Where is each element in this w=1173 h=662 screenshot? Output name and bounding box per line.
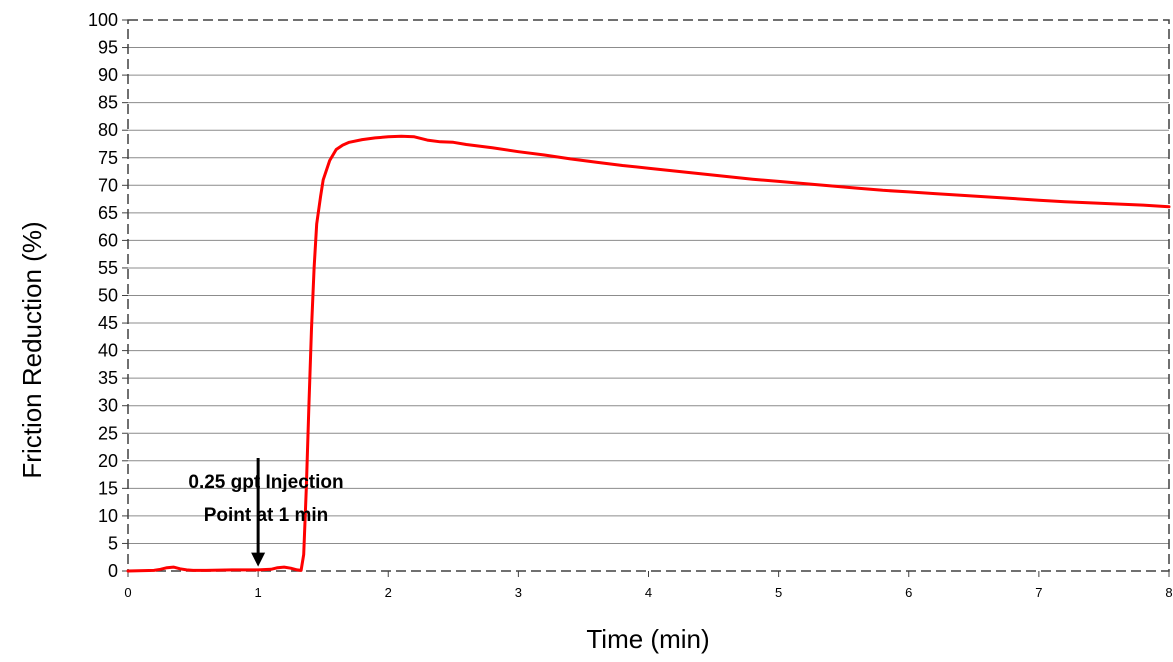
annotation-line-1: 0.25 gpt Injection bbox=[188, 472, 343, 493]
x-tick-label: 7 bbox=[1035, 585, 1042, 600]
y-tick-label: 40 bbox=[98, 341, 118, 361]
y-tick-label: 35 bbox=[98, 368, 118, 388]
y-tick-label: 55 bbox=[98, 258, 118, 278]
y-tick-label: 0 bbox=[108, 561, 118, 581]
y-axis-title: Friction Reduction (%) bbox=[17, 221, 47, 478]
y-tick-label: 10 bbox=[98, 506, 118, 526]
x-axis-ticks: 0 1 2 3 4 5 6 7 8 bbox=[124, 571, 1173, 600]
y-tick-label: 70 bbox=[98, 175, 118, 195]
x-tick-label: 0 bbox=[124, 585, 131, 600]
x-tick-label: 3 bbox=[515, 585, 522, 600]
x-tick-label: 8 bbox=[1165, 585, 1172, 600]
y-tick-label: 50 bbox=[98, 286, 118, 306]
gridlines bbox=[128, 47, 1169, 544]
y-tick-label: 30 bbox=[98, 396, 118, 416]
annotation-arrowhead bbox=[251, 552, 266, 567]
y-tick-label: 75 bbox=[98, 148, 118, 168]
x-tick-label: 1 bbox=[255, 585, 262, 600]
y-tick-label: 20 bbox=[98, 451, 118, 471]
y-tick-label: 80 bbox=[98, 120, 118, 140]
y-tick-label: 5 bbox=[108, 533, 118, 553]
x-axis-title: Time (min) bbox=[586, 624, 709, 654]
x-tick-label: 5 bbox=[775, 585, 782, 600]
y-tick-label: 15 bbox=[98, 478, 118, 498]
annotation-line-2: Point at 1 min bbox=[204, 505, 329, 526]
y-tick-label: 95 bbox=[98, 38, 118, 58]
x-tick-label: 6 bbox=[905, 585, 912, 600]
y-axis-ticks: 0 5 10 15 20 25 30 35 40 45 50 55 60 65 70 75 80 85 90 95 10… bbox=[88, 10, 128, 581]
y-tick-label: 100 bbox=[88, 10, 118, 30]
y-tick-label: 85 bbox=[98, 93, 118, 113]
y-tick-label: 25 bbox=[98, 423, 118, 443]
y-tick-label: 60 bbox=[98, 230, 118, 250]
series-line bbox=[126, 134, 1171, 573]
y-tick-label: 90 bbox=[98, 65, 118, 85]
x-tick-label: 4 bbox=[645, 585, 652, 600]
y-tick-label: 65 bbox=[98, 203, 118, 223]
y-tick-label: 45 bbox=[98, 313, 118, 333]
injection-annotation: 0.25 gpt Injection Point at 1 min bbox=[188, 458, 344, 567]
x-tick-label: 2 bbox=[385, 585, 392, 600]
